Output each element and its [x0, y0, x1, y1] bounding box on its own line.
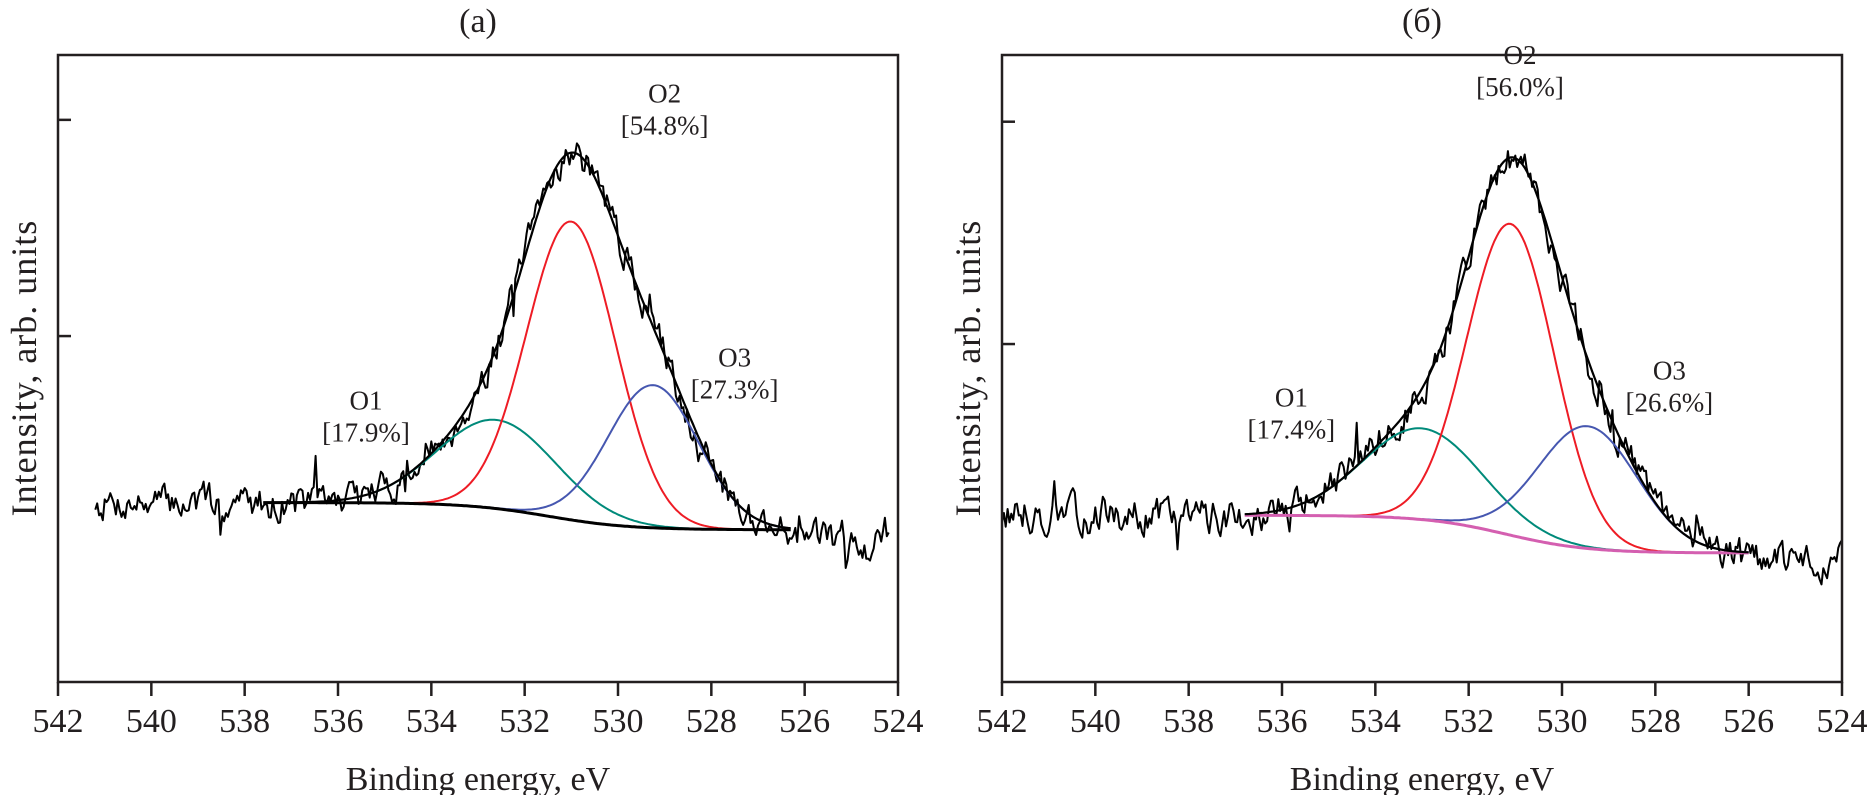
- x-axis-label: Binding energy, eV: [346, 761, 611, 795]
- x-tick-label: 540: [1070, 703, 1121, 740]
- x-axis: 542 540 538 536 534 532 530 528 526 524: [977, 682, 1868, 740]
- x-tick-label: 524: [1817, 703, 1868, 740]
- x-tick-label: 526: [779, 703, 830, 740]
- x-tick-label: 532: [499, 703, 550, 740]
- peak-label: O3: [718, 342, 751, 372]
- component-o1-line: [374, 418, 702, 530]
- background-line: [263, 501, 791, 532]
- y-axis: [58, 118, 71, 338]
- peak-label: O2: [648, 79, 681, 109]
- x-axis: 542 540 538 536 534 532 530 528 526 524: [33, 682, 924, 740]
- peak-percent-label: [56.0%]: [1476, 72, 1564, 102]
- x-tick-label: 534: [406, 703, 457, 740]
- y-axis: [1002, 120, 1015, 346]
- x-tick-label: 536: [313, 703, 364, 740]
- x-tick-label: 530: [593, 703, 644, 740]
- x-tick-label: 524: [873, 703, 924, 740]
- component-o2-line: [1328, 222, 1693, 554]
- panel-a: (a) 542 540 538 536 534 532 530 528 526 524 O1[17…: [4, 3, 924, 795]
- peak-annotations: O1[17.4%] O2[56.0%] O3[26.6%]: [1247, 40, 1713, 444]
- peak-label: O1: [350, 386, 383, 416]
- x-tick-label: 532: [1443, 703, 1494, 740]
- panel-b: (б) 542 540 538 536 534 532 530 528 526 524 O1[17…: [948, 3, 1868, 795]
- x-tick-label: 538: [219, 703, 270, 740]
- x-tick-label: 526: [1723, 703, 1774, 740]
- plot-area: [94, 142, 890, 569]
- x-tick-label: 528: [686, 703, 737, 740]
- axes-frame: [56, 53, 900, 684]
- peak-annotations: O1[17.9%] O2[54.8%] O3[27.3%]: [322, 79, 778, 448]
- x-tick-label: 530: [1537, 703, 1588, 740]
- x-tick-label: 540: [126, 703, 177, 740]
- axes-frame: [1000, 53, 1844, 684]
- peak-percent-label: [17.4%]: [1247, 414, 1335, 444]
- x-tick-label: 542: [977, 703, 1028, 740]
- y-axis-label: Intensity, arb. units: [4, 220, 44, 517]
- component-o1-line: [1309, 427, 1647, 553]
- background-line: [1244, 513, 1749, 555]
- x-tick-label: 538: [1163, 703, 1214, 740]
- peak-percent-label: [54.8%]: [621, 111, 709, 141]
- x-tick-label: 536: [1257, 703, 1308, 740]
- y-axis-label: Intensity, arb. units: [948, 220, 988, 517]
- peak-label: O1: [1275, 382, 1308, 412]
- panel-title: (б): [1402, 3, 1442, 40]
- peak-label: O3: [1653, 356, 1686, 386]
- experimental-spectrum-line: [1001, 150, 1843, 586]
- x-tick-label: 542: [33, 703, 84, 740]
- plot-area: [1001, 150, 1843, 586]
- x-tick-label: 528: [1630, 703, 1681, 740]
- peak-percent-label: [26.6%]: [1625, 388, 1713, 418]
- envelope-fit-line: [263, 151, 791, 530]
- panel-title: (a): [459, 3, 497, 40]
- peak-percent-label: [27.3%]: [691, 374, 779, 404]
- envelope-fit-line: [1244, 156, 1749, 554]
- component-o2-line: [384, 220, 768, 531]
- x-tick-label: 534: [1350, 703, 1401, 740]
- x-axis-label: Binding energy, eV: [1290, 761, 1555, 795]
- peak-percent-label: [17.9%]: [322, 418, 410, 448]
- peak-label: O2: [1504, 40, 1537, 70]
